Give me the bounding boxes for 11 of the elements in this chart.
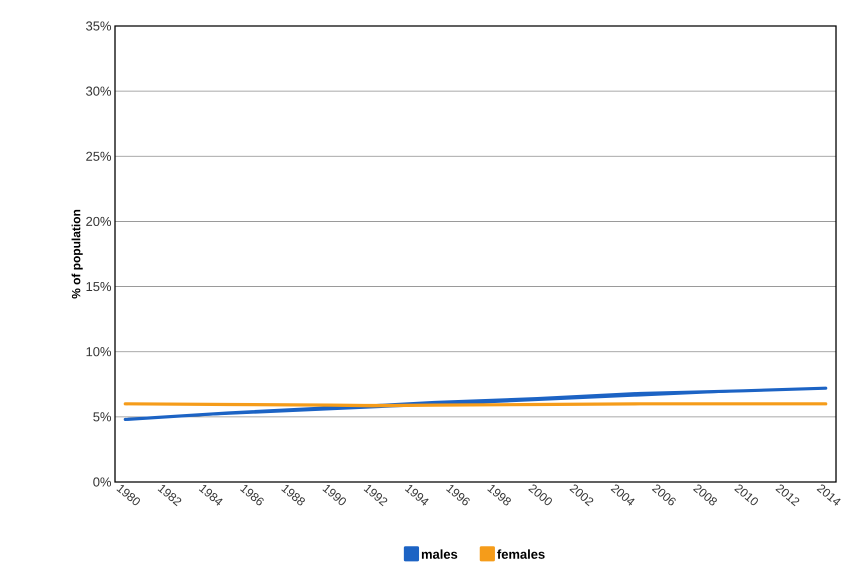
y-tick-label: 0% [93,477,112,487]
y-axis-title: % of population [72,210,83,299]
legend-label: males [422,549,458,559]
y-tick-label: 20% [86,216,112,226]
y-tick-label: 5% [93,412,112,422]
y-tick-label: 30% [86,86,112,96]
legend-label: females [497,549,545,559]
y-tick-label: 35% [86,21,112,31]
y-tick-label: 25% [86,152,112,161]
y-tick-label: 15% [86,282,112,292]
y-tick-label: 10% [86,347,112,356]
